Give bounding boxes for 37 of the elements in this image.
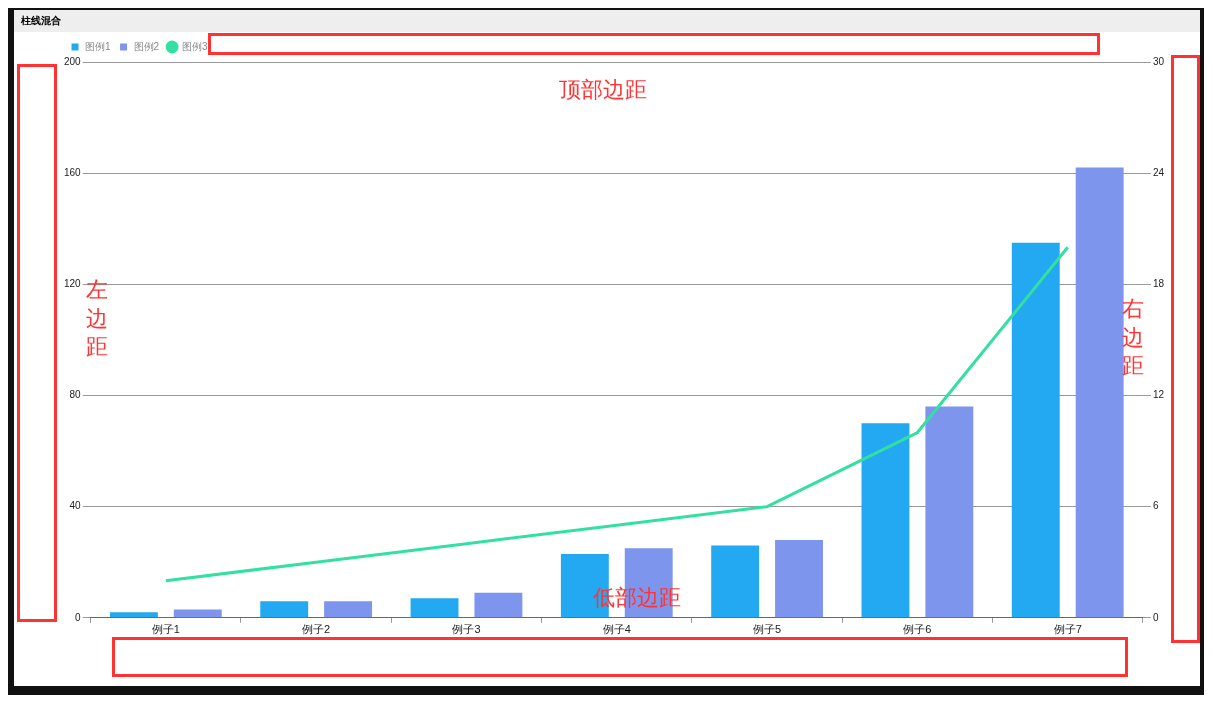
- x-tick-label: 例子5: [753, 623, 782, 636]
- y2-tick-label: 30: [1152, 55, 1165, 67]
- y2-tick-label: 18: [1152, 278, 1165, 290]
- bar: [711, 545, 760, 618]
- x-tick-label: 例子4: [602, 623, 631, 636]
- bar: [410, 598, 459, 618]
- legend-label: 图例3: [182, 40, 209, 52]
- x-tick-label: 例子6: [903, 623, 932, 636]
- x-tick-label: 例子3: [452, 623, 481, 636]
- bar: [260, 601, 309, 618]
- y2-tick-label: 24: [1152, 166, 1165, 178]
- bar: [1075, 167, 1124, 618]
- legend-label: 图例1: [85, 40, 111, 52]
- x-tick-label: 例子2: [302, 623, 331, 636]
- x-tick-label: 例子1: [151, 623, 180, 636]
- legend-label: 图例2: [133, 40, 160, 52]
- x-tick-label: 例子7: [1053, 623, 1082, 636]
- y-tick-label: 40: [69, 500, 82, 512]
- annotation: 顶部边距: [558, 76, 648, 104]
- y-tick-label: 0: [75, 611, 82, 623]
- bar: [109, 612, 158, 618]
- bar: [474, 592, 523, 618]
- y2-tick-label: 0: [1152, 611, 1159, 623]
- bar: [1011, 242, 1060, 618]
- chart-title: 柱线混合: [21, 14, 61, 28]
- y2-tick-label: 12: [1152, 389, 1165, 401]
- y-tick-label: 120: [64, 278, 82, 290]
- bar: [861, 423, 910, 618]
- bar: [775, 539, 823, 618]
- y-tick-label: 200: [64, 55, 82, 67]
- bar: [324, 601, 373, 618]
- annotation: 左边距: [85, 276, 109, 362]
- bar: [925, 406, 974, 618]
- y2-tick-label: 6: [1152, 500, 1159, 512]
- y-tick-label: 160: [64, 166, 82, 178]
- bar: [173, 609, 222, 618]
- y-tick-label: 80: [69, 389, 82, 401]
